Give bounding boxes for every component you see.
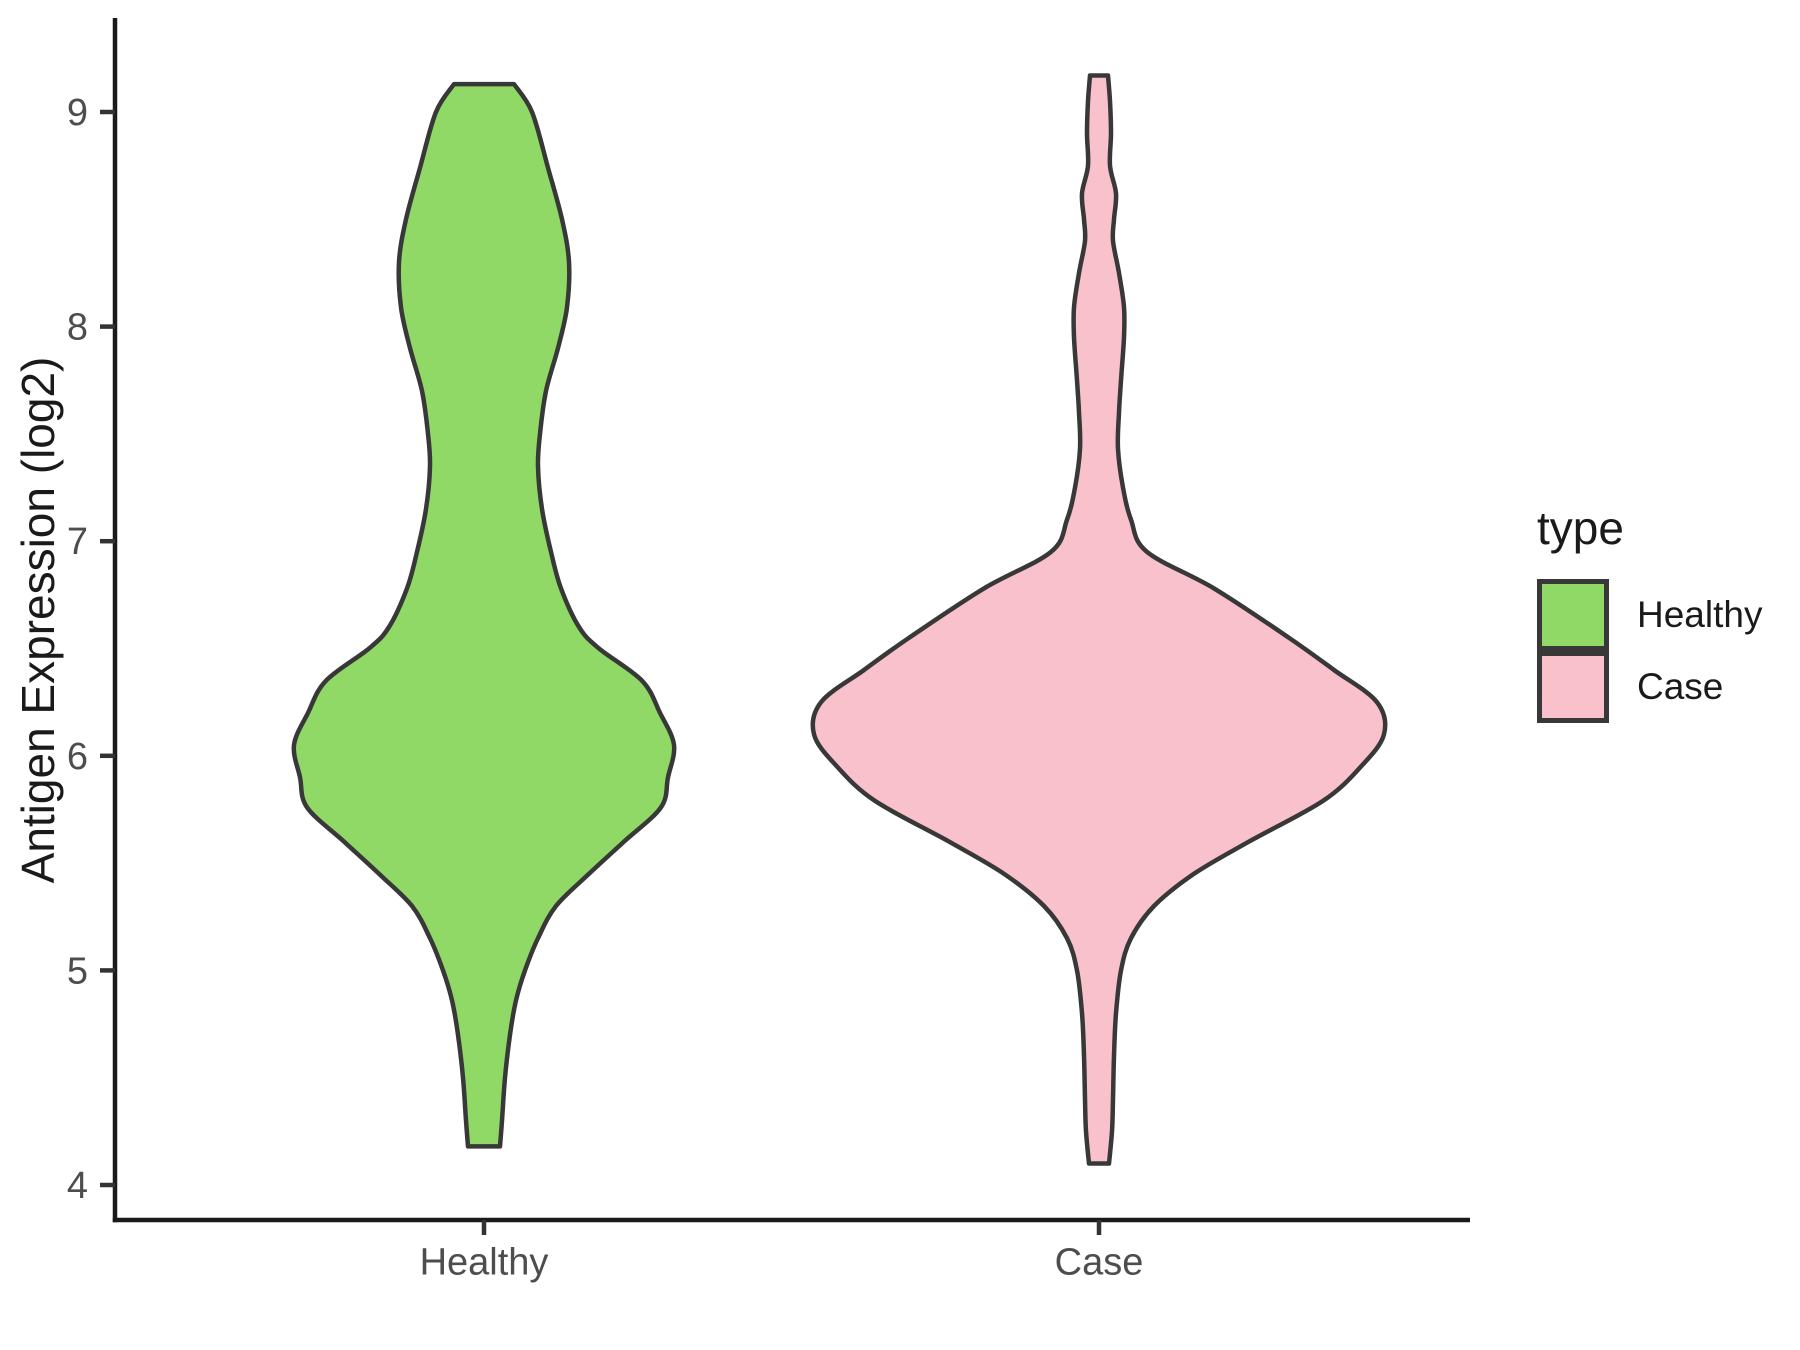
violin-healthy <box>291 81 677 1149</box>
legend-key-healthy-swatch <box>1537 579 1609 651</box>
y-tick-label-9: 9 <box>67 92 88 134</box>
legend: type Healthy Case <box>1537 505 1762 723</box>
y-tick-label-8: 8 <box>67 307 88 349</box>
y-tick-label-5: 5 <box>67 950 88 992</box>
legend-item-case: Case <box>1537 651 1762 723</box>
y-tick-label-4: 4 <box>67 1165 88 1207</box>
violin-case <box>810 73 1388 1166</box>
legend-title: type <box>1537 502 1624 554</box>
legend-label-healthy: Healthy <box>1637 594 1763 635</box>
y-tick-label-7: 7 <box>67 521 88 563</box>
y-tick-label-6: 6 <box>67 736 88 778</box>
x-axis-label-healthy: Healthy <box>419 1241 549 1284</box>
x-axis-label-case: Case <box>1054 1241 1144 1284</box>
legend-item-healthy: Healthy <box>1537 579 1762 651</box>
legend-key-case-swatch <box>1537 651 1609 723</box>
y-axis-title: Antigen Expression (log2) <box>12 356 64 884</box>
legend-label-case: Case <box>1637 666 1724 707</box>
